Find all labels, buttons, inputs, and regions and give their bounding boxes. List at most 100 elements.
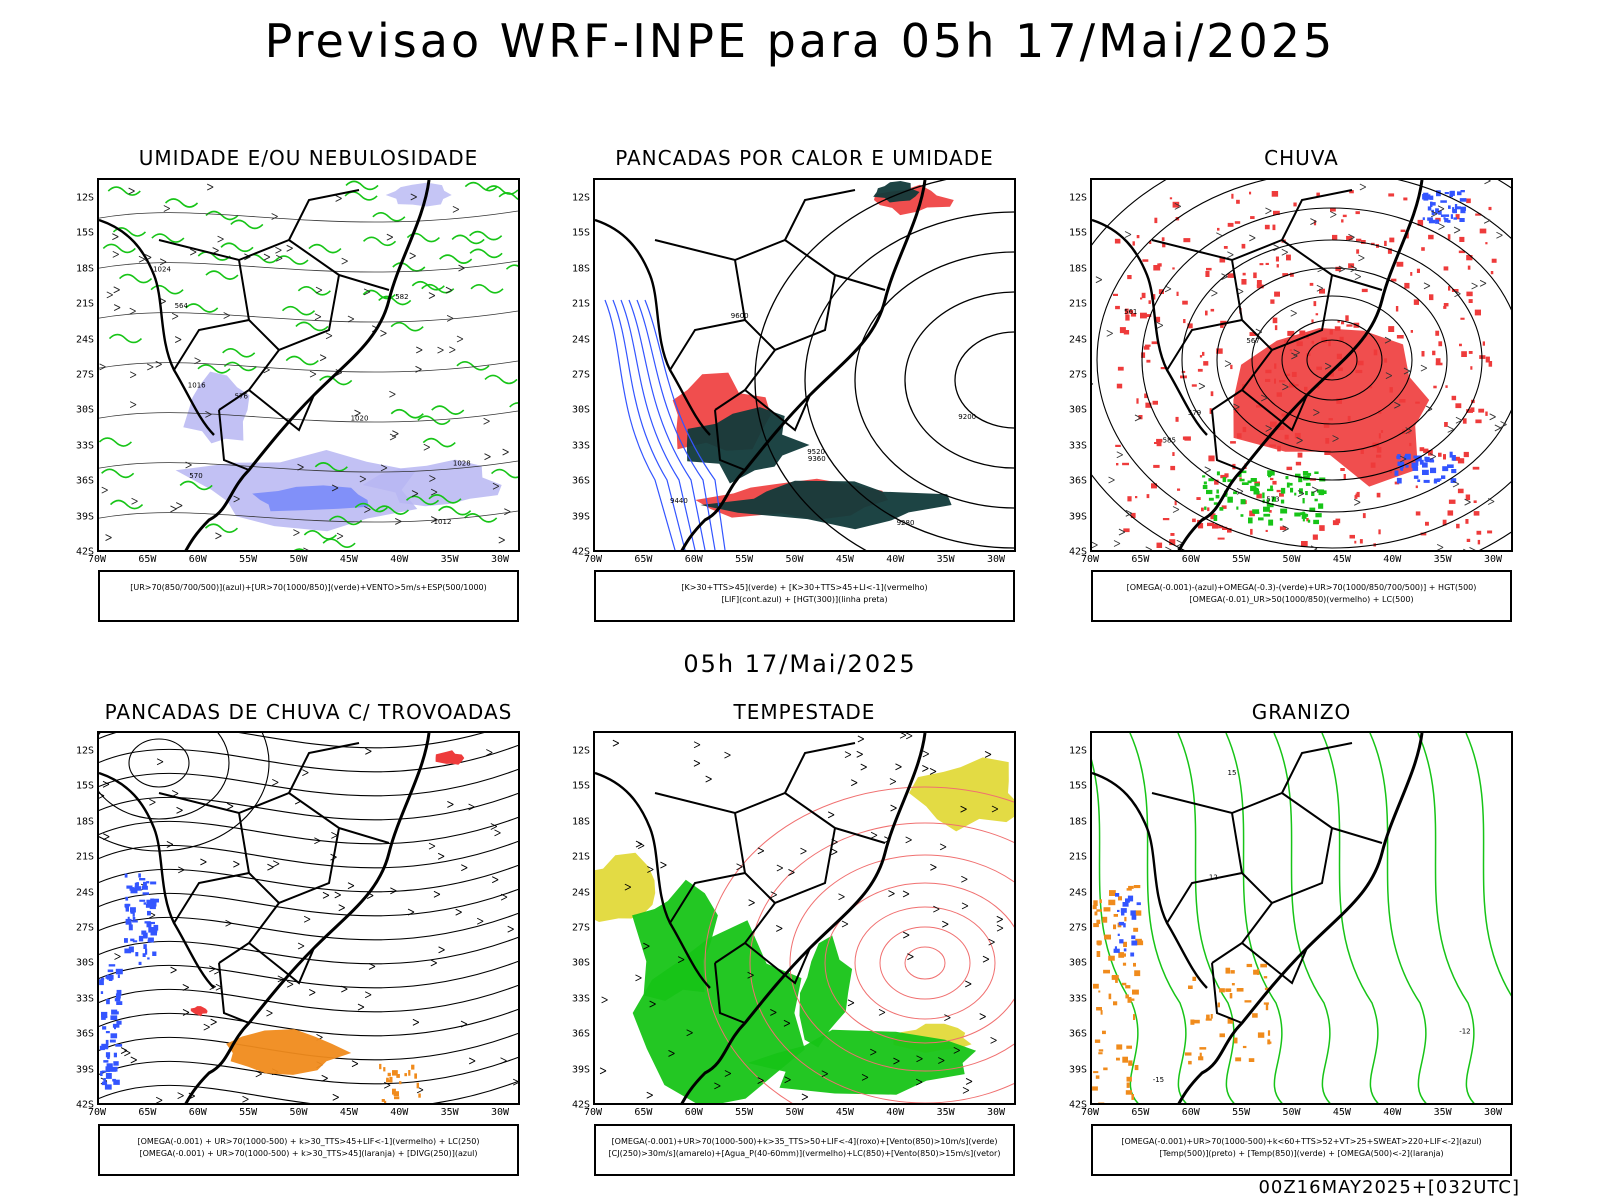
contour-label: 582	[395, 293, 408, 301]
lat-tick-label: 21S	[1068, 298, 1087, 310]
lat-tick-label: 36S	[75, 1028, 94, 1040]
lat-tick-label: 27S	[75, 922, 94, 934]
humidity-850-700-500-area	[385, 182, 452, 207]
lon-tick-label: 55W	[1232, 554, 1251, 565]
lon-tick-label: 30W	[490, 554, 510, 565]
lat-tick-label: 12S	[1068, 192, 1087, 204]
lat-tick-label: 21S	[571, 851, 590, 863]
lon-tick-label: 50W	[785, 554, 804, 565]
lon-tick-label: 40W	[1383, 554, 1402, 565]
lon-tick-label: 35W	[1433, 554, 1452, 565]
lon-tick-label: 45W	[1332, 554, 1351, 565]
lat-tick-label: 15S	[1068, 227, 1087, 239]
lon-tick-label: 55W	[1232, 1107, 1251, 1118]
contour-label: -15	[1153, 1076, 1164, 1084]
omega-500-orange-area	[1092, 885, 1144, 1103]
panel-title: TEMPESTADE	[733, 700, 876, 724]
contour-label: 585	[1163, 437, 1176, 445]
lat-tick-label: 12S	[571, 192, 590, 204]
lat-tick-label: 27S	[75, 369, 94, 381]
lat-tick-label: 36S	[1068, 475, 1087, 487]
lat-tick-label: 18S	[571, 263, 590, 275]
lon-tick-label: 30W	[1483, 554, 1503, 565]
map-plot	[595, 733, 1014, 1103]
temp-850-contours	[1092, 733, 1511, 1103]
humidity-core-area	[252, 485, 369, 512]
lon-tick-label: 45W	[1332, 1107, 1351, 1118]
legend-line: [LIF](cont.azul) + [HGT(300)](linha pret…	[721, 595, 888, 604]
lon-tick-label: 65W	[138, 554, 157, 565]
contour-label: 12	[1209, 874, 1218, 882]
lon-tick-label: 70W	[87, 1107, 107, 1118]
contour-label: 9520	[807, 448, 825, 456]
page-title: Previsao WRF-INPE para 05h 17/Mai/2025	[264, 14, 1336, 68]
lat-tick-label: 24S	[1068, 887, 1087, 899]
contour-label: 567	[1246, 337, 1259, 345]
lat-tick-label: 24S	[75, 887, 94, 899]
lon-tick-label: 55W	[735, 1107, 754, 1118]
contour-label: 9280	[897, 519, 915, 527]
wind-850-green-area	[799, 935, 853, 1048]
legend-box: [OMEGA(-0.001)+UR>70(1000-500)+k>35_TTS>…	[594, 1124, 1015, 1176]
lat-tick-label: 33S	[75, 993, 94, 1005]
contour-label: 9440	[670, 497, 688, 505]
coastline-borders	[99, 180, 431, 550]
lon-tick-label: 55W	[239, 1107, 258, 1118]
lon-tick-label: 60W	[684, 1107, 703, 1118]
contour-label: -12	[1459, 1027, 1470, 1035]
lat-tick-label: 18S	[571, 816, 590, 828]
lat-tick-label: 36S	[571, 475, 590, 487]
contour-label: 1028	[453, 460, 471, 468]
lat-tick-label: 21S	[75, 298, 94, 310]
lat-tick-label: 30S	[75, 404, 94, 416]
lat-tick-label: 15S	[75, 780, 94, 792]
lon-tick-label: 55W	[735, 554, 754, 565]
lat-tick-label: 15S	[75, 227, 94, 239]
lon-tick-label: 60W	[1181, 554, 1200, 565]
map-plot	[99, 733, 518, 1103]
map-panel: -15 -12 15 12	[1090, 731, 1513, 1105]
lon-tick-label: 45W	[835, 1107, 854, 1118]
hgt300-contours	[754, 180, 1014, 550]
lat-tick-label: 15S	[571, 780, 590, 792]
coastline-borders	[1092, 180, 1424, 550]
legend-line: [OMEGA(-0.001)+UR>70(1000-500)+k>35_TTS>…	[611, 1137, 998, 1146]
contour-label: 9200	[958, 413, 976, 421]
lat-tick-label: 27S	[571, 922, 590, 934]
map-panel	[593, 731, 1016, 1105]
lat-tick-label: 21S	[571, 298, 590, 310]
latitude-axis: 12S 15S 18S 21S 24S 27S 30S 33S 36S 39S 42S	[1050, 731, 1087, 1111]
lat-tick-label: 27S	[571, 369, 590, 381]
lat-tick-label: 30S	[75, 957, 94, 969]
contour-label: 564	[175, 302, 189, 310]
omega-blue-area	[1422, 190, 1467, 224]
lon-tick-label: 35W	[936, 1107, 955, 1118]
lon-tick-label: 30W	[490, 1107, 510, 1118]
contour-label: 1016	[188, 382, 206, 390]
lat-tick-label: 24S	[75, 334, 94, 346]
lat-tick-label: 39S	[1068, 1064, 1087, 1076]
k-tts-lif-red-area	[435, 750, 465, 765]
lon-tick-label: 35W	[1433, 1107, 1452, 1118]
legend-line: [UR>70(850/700/500)](azul)+[UR>70(1000/8…	[130, 583, 487, 592]
humidity-850-700-500-area	[175, 450, 418, 532]
lat-tick-label: 39S	[571, 511, 590, 523]
k-tts-orange-area	[226, 1029, 352, 1075]
coastline-borders	[595, 180, 927, 550]
longitude-axis: 70W 65W 60W 55W 50W 45W 40W 35W 30W	[88, 554, 520, 568]
row2-time-label: 05h 17/Mai/2025	[683, 650, 917, 678]
coastline-borders	[1092, 733, 1424, 1103]
legend-line: [Temp(500)](preto) + [Temp(850)](verde) …	[1159, 1149, 1444, 1158]
legend-line: [OMEGA(-0.001) + UR>70(1000-500) + k>30_…	[137, 1137, 480, 1146]
lat-tick-label: 30S	[1068, 404, 1087, 416]
lat-tick-label: 36S	[75, 475, 94, 487]
map-panel	[97, 731, 520, 1105]
pressure-contours	[99, 210, 518, 523]
lon-tick-label: 40W	[1383, 1107, 1402, 1118]
lon-tick-label: 50W	[1282, 554, 1301, 565]
lon-tick-label: 40W	[390, 1107, 409, 1118]
wind-vectors	[99, 183, 511, 550]
lat-tick-label: 42S	[1068, 1099, 1087, 1111]
lc850-contours	[704, 786, 1014, 1103]
legend-box: [OMEGA(-0.001)+UR>70(1000-500)+k<60+TTS>…	[1091, 1124, 1512, 1176]
